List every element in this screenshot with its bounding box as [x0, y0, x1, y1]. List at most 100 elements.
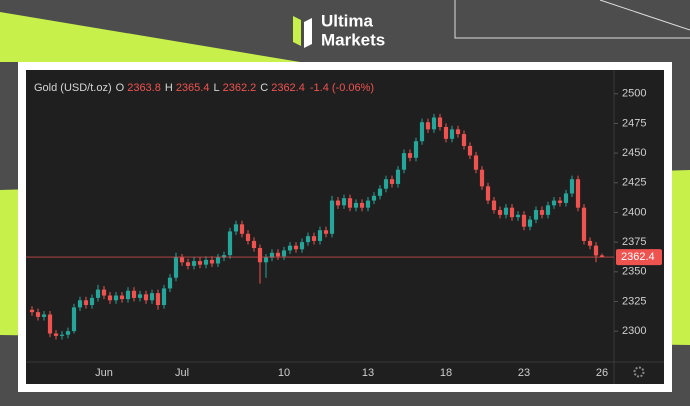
- y-tick-label: 2425: [622, 177, 646, 189]
- x-tick-label: 18: [440, 367, 452, 379]
- y-tick-label: 2375: [622, 236, 646, 248]
- candle-body: [503, 207, 509, 215]
- candle-body: [329, 200, 335, 234]
- candle-body: [251, 240, 257, 249]
- candle-body: [455, 129, 461, 135]
- ohlc-legend: Gold (USD/t.oz) O 2363.8 H 2365.4 L 2362.2 C 236…: [34, 82, 374, 94]
- candle-body: [221, 255, 227, 258]
- x-tick-label: Jul: [175, 367, 189, 379]
- x-tick-label: 26: [596, 367, 608, 379]
- ohlc-value: 2362.2: [223, 82, 257, 94]
- x-tick-label: 23: [518, 367, 530, 379]
- candle-body: [401, 153, 407, 170]
- candle-body: [311, 236, 317, 241]
- candle-body: [557, 200, 563, 203]
- change: -1.4 (-0.06%): [310, 82, 374, 94]
- candle-body: [533, 210, 539, 220]
- candle-body: [71, 307, 77, 332]
- candle-body: [347, 198, 353, 208]
- brand-line: Ultima: [321, 11, 374, 30]
- candle-body: [419, 122, 425, 142]
- candle-body: [281, 250, 287, 257]
- candle-body: [197, 261, 203, 265]
- candle-body: [413, 141, 419, 158]
- ohlc-value: 2363.8: [127, 82, 161, 94]
- candle-body: [425, 122, 431, 130]
- candle-body: [563, 193, 569, 203]
- candle-body: [155, 293, 161, 306]
- candle-body: [65, 331, 71, 335]
- candle-body: [29, 309, 35, 313]
- candle-body: [47, 314, 53, 334]
- candle-body: [551, 200, 557, 206]
- candle-body: [125, 290, 131, 300]
- candle-body: [527, 219, 533, 227]
- candle-body: [59, 334, 65, 336]
- candle-body: [473, 155, 479, 170]
- ohlc-letter: L: [213, 82, 219, 94]
- candle-body: [569, 179, 575, 194]
- candle-body: [89, 297, 95, 306]
- candle-body: [497, 210, 503, 215]
- y-tick-label: 2400: [622, 206, 646, 218]
- candle-body: [365, 200, 371, 208]
- decor-line: [454, 0, 690, 39]
- x-tick-label: 10: [278, 367, 290, 379]
- candle-body: [107, 295, 113, 301]
- y-tick-label: 2450: [622, 147, 646, 159]
- decor-line: [599, 0, 690, 31]
- plot: [29, 113, 605, 340]
- candle-body: [95, 289, 101, 298]
- accent-band: [0, 12, 300, 62]
- y-tick-label: 2500: [622, 88, 646, 100]
- ohlc-letter: H: [165, 82, 173, 94]
- candle-body: [263, 257, 269, 263]
- candle-body: [275, 252, 281, 257]
- candle-body: [149, 293, 155, 301]
- candle-body: [395, 169, 401, 184]
- candle-body: [587, 240, 593, 246]
- brand-line: Markets: [321, 30, 385, 49]
- candle-body: [467, 145, 473, 156]
- candle-body: [389, 179, 395, 184]
- candle-body: [371, 195, 377, 201]
- logo-icon: [304, 18, 312, 48]
- candle-body: [215, 257, 221, 264]
- candle-body: [137, 294, 143, 298]
- ohlc-letter: C: [260, 82, 268, 94]
- y-tick-label: 2350: [622, 266, 646, 278]
- candle-body: [515, 214, 521, 218]
- candle-body: [287, 245, 293, 251]
- candle-body: [167, 277, 173, 289]
- chart-panel: [26, 70, 664, 384]
- candle-body: [359, 202, 365, 208]
- candle-body: [479, 169, 485, 187]
- candle-body: [191, 261, 197, 266]
- candle-body: [335, 200, 341, 206]
- candle-body: [53, 333, 59, 336]
- x-tick-label: Jun: [95, 367, 113, 379]
- y-tick-label: 2475: [622, 117, 646, 129]
- gear[interactable]: [633, 366, 645, 378]
- candle-body: [491, 200, 497, 211]
- candle-body: [599, 255, 605, 258]
- candle-body: [521, 214, 527, 227]
- candle-body: [35, 312, 41, 317]
- y-tick-label: 2325: [622, 295, 646, 307]
- candle-body: [443, 126, 449, 139]
- candle-body: [131, 290, 137, 298]
- candle-body: [407, 153, 413, 158]
- y-tick-label: 2300: [622, 325, 646, 337]
- candle-body: [593, 245, 599, 256]
- candle-body: [581, 207, 587, 241]
- candle-body: [353, 202, 359, 208]
- candle-body: [203, 259, 209, 265]
- candle-body: [173, 257, 179, 278]
- candle-body: [305, 236, 311, 243]
- candle-body: [245, 233, 251, 241]
- ohlc-value: 2365.4: [176, 82, 210, 94]
- settings-icon[interactable]: [633, 366, 645, 378]
- candle-body: [545, 205, 551, 215]
- candle-body: [101, 289, 107, 296]
